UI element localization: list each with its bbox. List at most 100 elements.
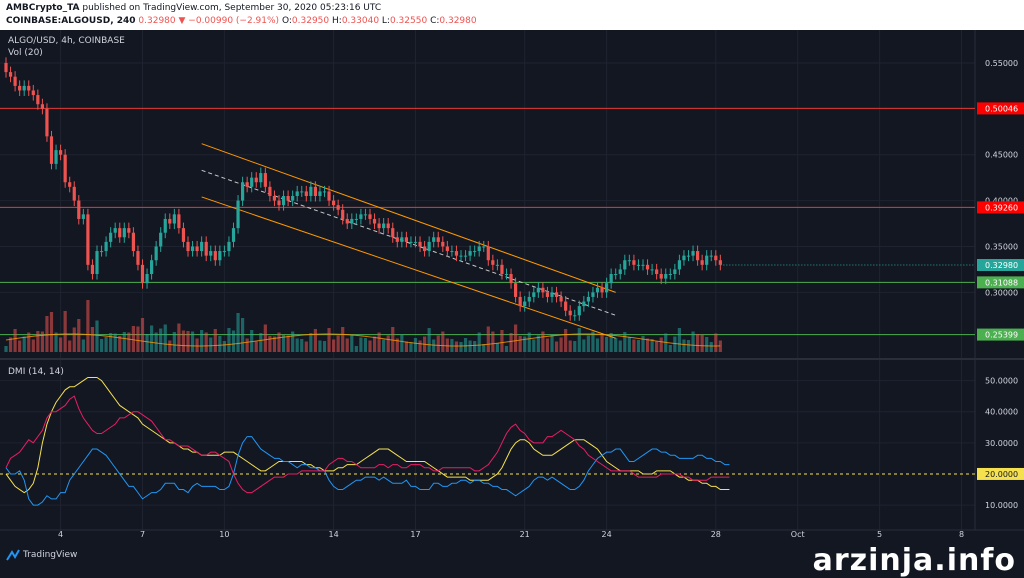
volume-bar — [659, 337, 663, 352]
symbol-label[interactable]: COINBASE:ALGOUSD, 240 — [6, 16, 136, 26]
candle-body — [77, 200, 81, 219]
candle-body — [241, 182, 245, 201]
last-price-label-text: 0.32980 — [985, 261, 1018, 270]
candle-body — [614, 274, 618, 275]
volume-bar — [168, 340, 172, 352]
volume-bar — [190, 331, 195, 352]
volume-bar — [36, 331, 40, 352]
volume-bar — [227, 328, 231, 352]
candle-body — [372, 218, 377, 224]
chart-background — [0, 30, 1024, 545]
candle-body — [122, 228, 126, 238]
candle-body — [554, 292, 559, 297]
volume-bar — [382, 339, 386, 352]
volume-bar — [49, 312, 54, 352]
volume-bar — [368, 340, 372, 352]
volume-bar — [700, 334, 704, 352]
volume-bar — [354, 346, 358, 352]
author-name[interactable]: AMBCrypto_TA — [6, 3, 80, 13]
publish-info: published on TradingView.com, September … — [79, 3, 382, 13]
candle-body — [564, 301, 568, 311]
volume-bar — [468, 340, 472, 352]
volume-bar — [109, 333, 113, 352]
volume-bar — [591, 331, 595, 352]
candle-body — [140, 264, 145, 284]
volume-bar — [159, 328, 163, 352]
candle-body — [550, 292, 554, 297]
candle-body — [332, 200, 336, 206]
candle-body — [8, 72, 13, 77]
candle-body — [181, 228, 186, 242]
price-change: −0.00990 (−2.91%) — [188, 16, 280, 26]
volume-bar — [395, 338, 399, 352]
volume-bar — [477, 332, 481, 352]
low-label: L: — [381, 16, 390, 26]
candle-body — [591, 292, 595, 297]
volume-bar — [163, 324, 167, 352]
volume-bar — [99, 339, 104, 352]
level-label-text: 0.31088 — [985, 278, 1018, 287]
time-tick-label: 21 — [520, 530, 530, 539]
volume-bar — [541, 331, 545, 352]
candle-body — [336, 205, 340, 210]
candle-body — [222, 251, 226, 253]
volume-bar — [286, 335, 290, 352]
volume-bar — [413, 338, 418, 352]
candle-body — [696, 251, 700, 261]
volume-bar — [359, 337, 363, 352]
volume-bar — [372, 336, 377, 352]
volume-bar — [545, 338, 550, 352]
volume-bar — [500, 330, 504, 352]
volume-bar — [68, 340, 72, 352]
candle-body — [605, 283, 609, 293]
volume-bar — [250, 330, 254, 352]
time-tick-label: 8 — [959, 530, 964, 539]
volume-bar — [245, 338, 249, 352]
candle-body — [477, 246, 481, 252]
volume-bar — [4, 346, 8, 352]
volume-bar — [113, 333, 117, 352]
candle-body — [172, 214, 176, 224]
candle-body — [659, 274, 663, 279]
volume-bar — [200, 330, 204, 352]
time-tick-label: 5 — [877, 530, 882, 539]
chart-canvas[interactable]: 0.55000 0.45000 0.40000 0.35000 0.30000 0.500… — [0, 30, 1024, 545]
candle-body — [113, 228, 117, 233]
candle-body — [118, 228, 122, 238]
volume-bar — [554, 341, 559, 352]
volume-bar — [63, 311, 67, 352]
volume-bar — [90, 327, 95, 352]
candle-body — [95, 251, 99, 274]
volume-bar — [436, 335, 440, 352]
volume-bar — [268, 336, 272, 352]
footer: TradingView arzinja.info — [0, 543, 1024, 578]
candle-body — [532, 292, 536, 297]
volume-bar — [404, 341, 408, 352]
volume-bar — [281, 335, 286, 352]
level-label-box — [977, 276, 1024, 289]
volume-bar — [13, 329, 17, 352]
candle-body — [459, 255, 463, 257]
candle-body — [99, 251, 104, 253]
candle-body — [491, 260, 495, 265]
volume-bar — [318, 340, 322, 352]
channel-lower-line — [201, 196, 616, 339]
tradingview-logo[interactable]: TradingView — [6, 549, 77, 561]
volume-bar — [218, 336, 222, 352]
volume-bar — [686, 340, 691, 352]
volume-bar — [582, 339, 586, 352]
volume-bar — [77, 319, 81, 352]
candle-body — [500, 264, 504, 274]
volume-bar — [536, 335, 540, 352]
candle-body — [168, 218, 172, 224]
volume-bar — [363, 338, 368, 352]
candle-body — [304, 191, 308, 196]
volume-bar — [350, 334, 354, 352]
volume-bar — [577, 328, 581, 352]
candle-body — [86, 214, 90, 265]
down-arrow-icon: ▼ — [178, 16, 186, 26]
volume-bar — [45, 316, 49, 352]
candle-body — [705, 255, 709, 265]
volume-ma-line — [5, 333, 721, 347]
candle-body — [709, 255, 713, 257]
